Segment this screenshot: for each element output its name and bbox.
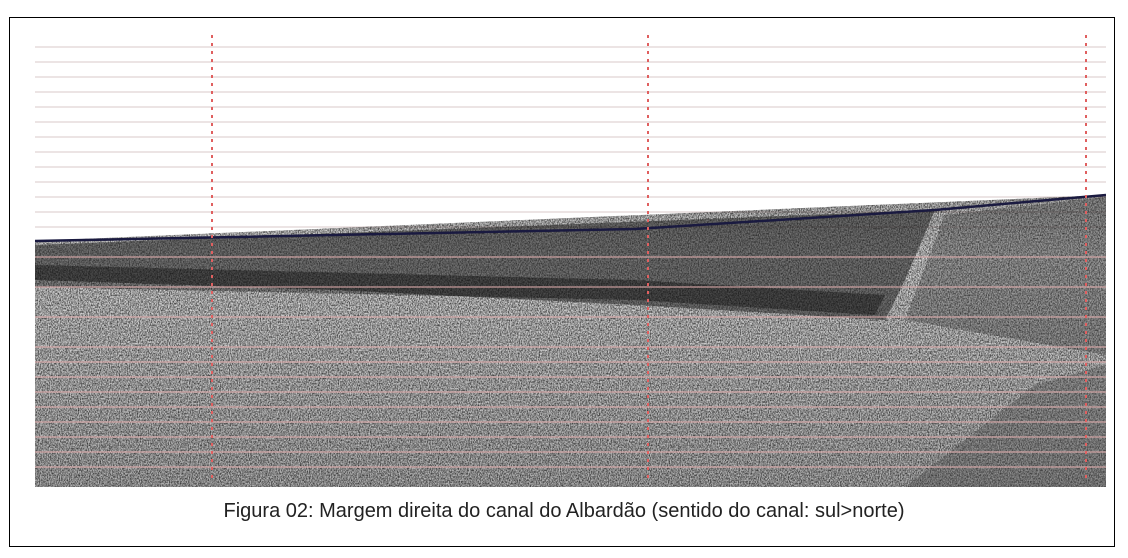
seismic-profile (35, 25, 1106, 487)
page: Figura 02: Margem direita do canal do Al… (0, 0, 1128, 558)
figure-caption: Figura 02: Margem direita do canal do Al… (0, 500, 1128, 523)
